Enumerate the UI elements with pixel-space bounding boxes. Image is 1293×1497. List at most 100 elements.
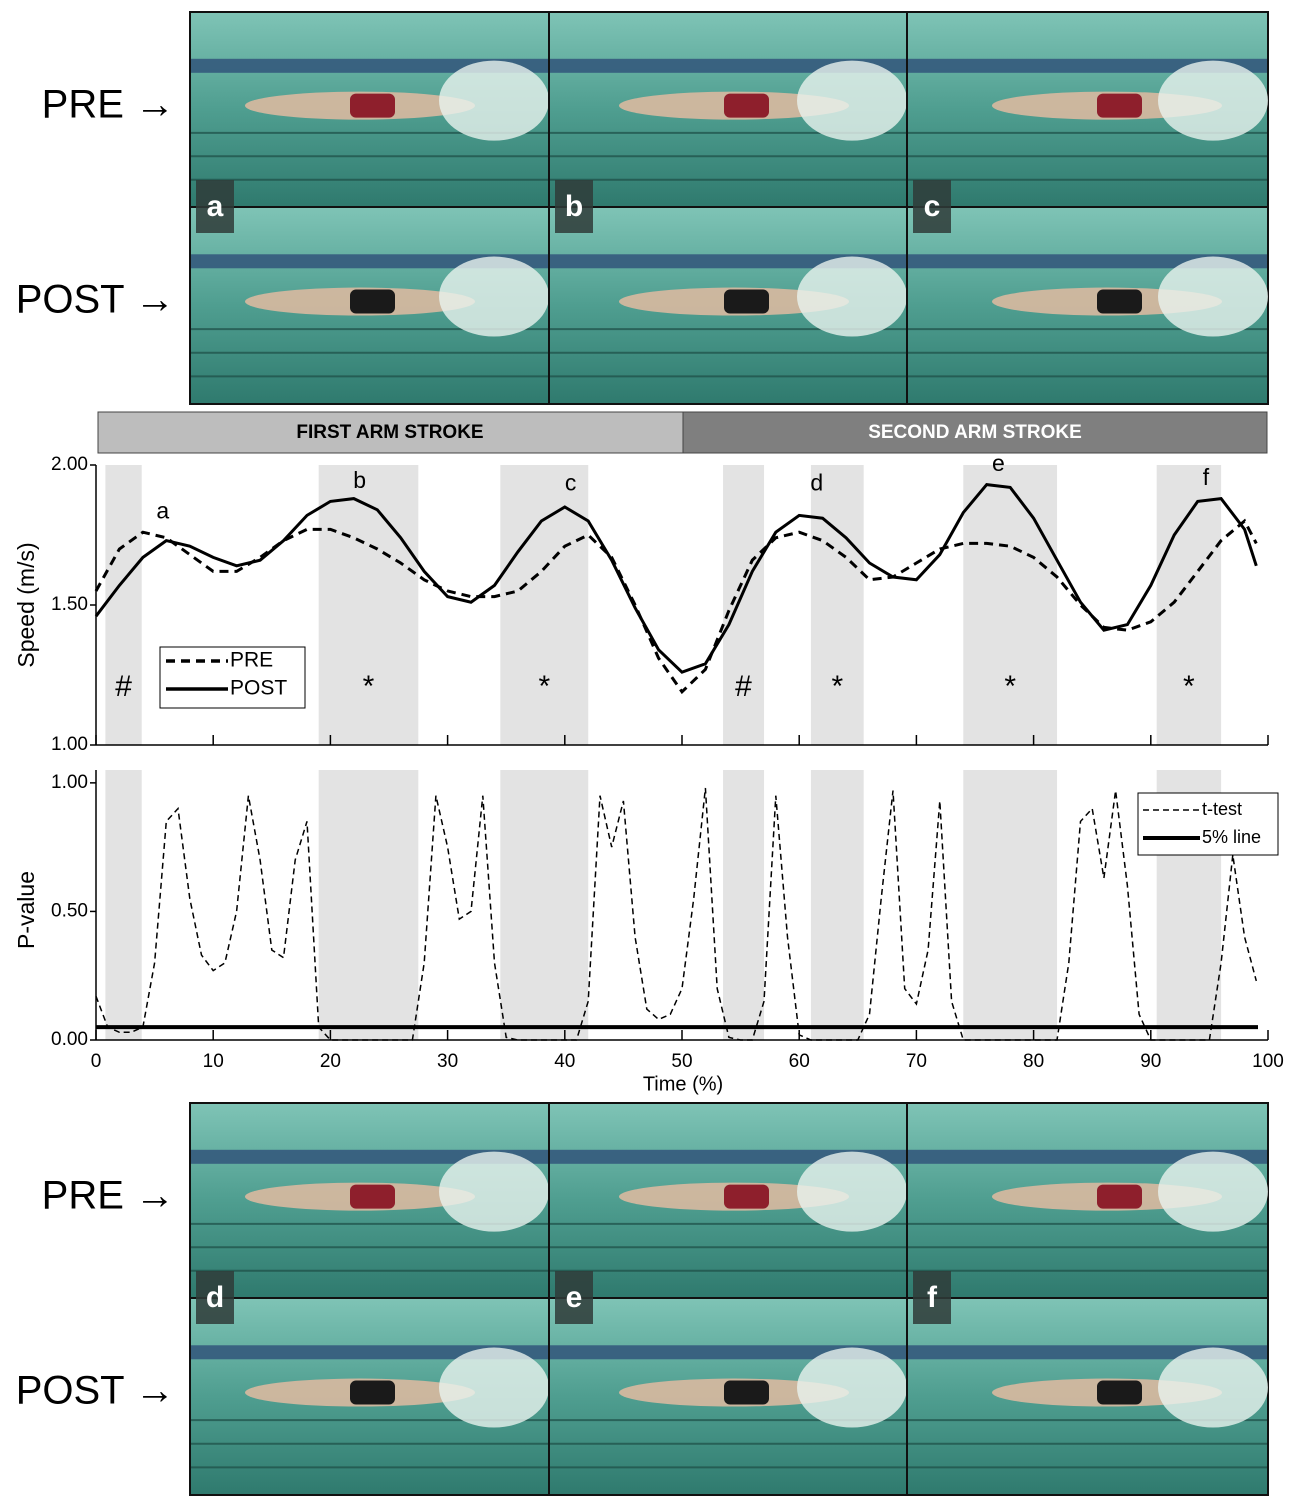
x-tick-label: 80 bbox=[1023, 1051, 1044, 1072]
x-tick-label: 90 bbox=[1140, 1051, 1161, 1072]
swimsuit bbox=[350, 289, 395, 314]
legend-label: t-test bbox=[1202, 799, 1242, 819]
y-tick-label: 1.00 bbox=[51, 734, 88, 755]
y-tick-label: 0.00 bbox=[51, 1029, 88, 1050]
splash bbox=[439, 60, 549, 141]
phase-label: SECOND ARM STROKE bbox=[868, 422, 1082, 443]
frame-label-box bbox=[196, 1271, 234, 1324]
peak-label: e bbox=[992, 450, 1005, 476]
row-label: PRE → bbox=[42, 1174, 175, 1218]
legend-box bbox=[1137, 792, 1279, 856]
significance-span bbox=[810, 465, 864, 745]
lane-rope bbox=[191, 1345, 548, 1360]
legend-label: PRE bbox=[230, 649, 273, 672]
legend-label: 5% line bbox=[1202, 827, 1261, 847]
data-line bbox=[95, 787, 1258, 1041]
x-tick-label: 50 bbox=[671, 1051, 692, 1072]
peak-label: b bbox=[353, 467, 366, 493]
significance-span bbox=[500, 770, 589, 1040]
x-tick-label: 0 bbox=[91, 1051, 102, 1072]
swimsuit bbox=[350, 1184, 395, 1209]
lane-rope bbox=[908, 254, 1267, 269]
x-tick-label: 60 bbox=[789, 1051, 810, 1072]
swimsuit bbox=[1097, 93, 1142, 118]
phase-label: FIRST ARM STROKE bbox=[296, 422, 483, 443]
significance-mark: * bbox=[363, 670, 375, 703]
significance-span bbox=[963, 465, 1058, 745]
x-tick-label: 30 bbox=[437, 1051, 458, 1072]
phase-bar bbox=[682, 411, 1268, 454]
splash bbox=[1158, 60, 1268, 141]
significance-span bbox=[810, 770, 864, 1040]
splash bbox=[1158, 1347, 1268, 1428]
significance-mark: # bbox=[115, 670, 132, 703]
splash bbox=[797, 1347, 907, 1428]
significance-mark: * bbox=[831, 670, 843, 703]
splash bbox=[797, 256, 907, 337]
significance-span bbox=[723, 465, 765, 745]
swimsuit bbox=[724, 93, 769, 118]
lane-rope bbox=[550, 58, 906, 73]
x-tick-label: 10 bbox=[203, 1051, 224, 1072]
significance-span bbox=[500, 465, 589, 745]
splash bbox=[797, 1151, 907, 1232]
frame-label: f bbox=[927, 1281, 938, 1314]
lane-rope bbox=[908, 58, 1267, 73]
significance-mark: * bbox=[1004, 670, 1016, 703]
y-tick-label: 2.00 bbox=[51, 454, 88, 475]
splash bbox=[1158, 1151, 1268, 1232]
swimsuit bbox=[724, 1184, 769, 1209]
peak-label: c bbox=[565, 470, 577, 496]
splash bbox=[1158, 256, 1268, 337]
swimsuit bbox=[1097, 289, 1142, 314]
peak-label: d bbox=[810, 470, 823, 496]
lane-rope bbox=[191, 1149, 548, 1164]
lane-rope bbox=[550, 254, 906, 269]
swimsuit bbox=[1097, 1380, 1142, 1405]
significance-mark: * bbox=[1183, 670, 1195, 703]
frame-label: a bbox=[207, 190, 224, 223]
frame-label: b bbox=[565, 190, 583, 223]
legend-label: POST bbox=[230, 677, 287, 700]
lane-rope bbox=[191, 58, 548, 73]
lane-rope bbox=[550, 1345, 906, 1360]
frame-label: c bbox=[924, 190, 941, 223]
significance-span bbox=[318, 770, 419, 1040]
x-tick-label: 70 bbox=[906, 1051, 927, 1072]
x-tick-label: 20 bbox=[320, 1051, 341, 1072]
frame-label-box bbox=[196, 180, 234, 233]
y-tick-label: 0.50 bbox=[51, 900, 88, 921]
splash bbox=[439, 1151, 549, 1232]
significance-mark: # bbox=[735, 670, 752, 703]
frame-label: d bbox=[206, 1281, 224, 1314]
frame-label-box bbox=[555, 1271, 593, 1324]
swimsuit bbox=[724, 1380, 769, 1405]
row-label: PRE → bbox=[42, 83, 175, 127]
splash bbox=[439, 256, 549, 337]
significance-mark: * bbox=[538, 670, 550, 703]
significance-span bbox=[963, 770, 1058, 1040]
significance-span bbox=[318, 465, 419, 745]
data-line bbox=[94, 483, 1258, 674]
row-label: POST → bbox=[16, 1369, 175, 1413]
swimsuit bbox=[350, 93, 395, 118]
y-tick-label: 1.00 bbox=[51, 772, 88, 793]
row-label: POST → bbox=[16, 278, 175, 322]
frame-label-box bbox=[913, 1271, 951, 1324]
x-tick-label: 100 bbox=[1252, 1051, 1284, 1072]
swimsuit bbox=[724, 289, 769, 314]
peak-label: a bbox=[156, 498, 169, 524]
significance-span bbox=[723, 770, 765, 1040]
lane-rope bbox=[191, 254, 548, 269]
x-axis-title: Time (%) bbox=[643, 1073, 723, 1095]
phase-bar bbox=[97, 411, 684, 454]
y-axis-title: P-value bbox=[13, 871, 39, 949]
x-tick-label: 40 bbox=[554, 1051, 575, 1072]
y-tick-label: 1.50 bbox=[51, 594, 88, 615]
data-line bbox=[94, 518, 1258, 695]
splash bbox=[797, 60, 907, 141]
swimsuit bbox=[350, 1380, 395, 1405]
y-axis-title: Speed (m/s) bbox=[13, 542, 39, 667]
frame-label-box bbox=[555, 180, 593, 233]
